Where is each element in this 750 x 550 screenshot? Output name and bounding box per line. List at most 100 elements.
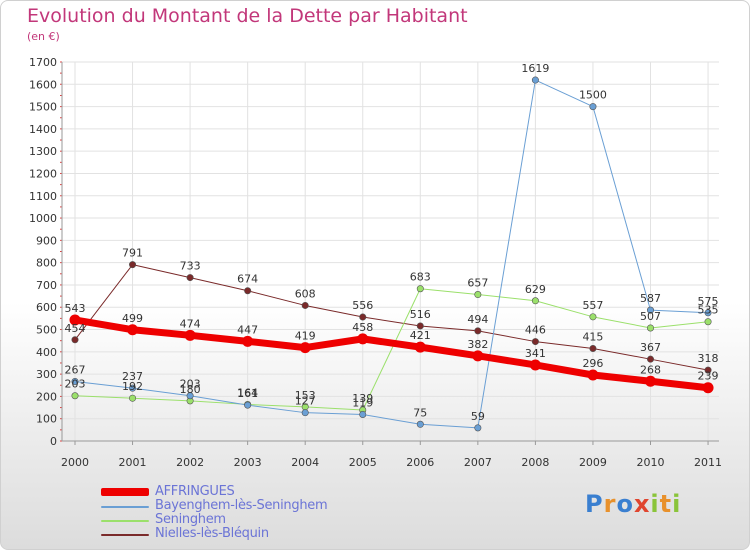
y-tick-label: 500 xyxy=(36,324,57,337)
logo-letter: i xyxy=(650,490,660,518)
data-point xyxy=(472,350,484,362)
data-point xyxy=(529,359,541,371)
x-tick-label: 2011 xyxy=(694,456,722,469)
legend-label: Seninghem xyxy=(155,512,226,527)
data-point xyxy=(646,324,654,332)
series-line xyxy=(74,264,709,371)
data-point xyxy=(474,424,482,432)
data-point xyxy=(531,297,539,305)
data-point xyxy=(416,285,424,293)
data-point xyxy=(589,313,597,321)
data-label: 180 xyxy=(180,383,201,396)
data-label: 446 xyxy=(525,324,546,337)
data-label: 608 xyxy=(295,287,316,300)
y-tick-label: 1300 xyxy=(29,145,57,158)
data-label: 119 xyxy=(352,396,373,409)
chart-title: Evolution du Montant de la Dette par Hab… xyxy=(27,5,468,27)
data-label: 382 xyxy=(467,338,488,351)
logo-letter: x xyxy=(633,490,651,518)
x-tick-label: 2001 xyxy=(119,456,147,469)
data-label: 59 xyxy=(471,410,485,423)
logo-letter: P xyxy=(585,490,604,518)
chart-subtitle: (en €) xyxy=(27,30,60,43)
y-tick-label: 800 xyxy=(36,257,57,270)
data-label: 203 xyxy=(180,378,201,391)
data-label: 543 xyxy=(65,302,86,315)
data-label: 535 xyxy=(698,304,719,317)
y-tick-label: 0 xyxy=(50,435,57,448)
data-label: 629 xyxy=(525,283,546,296)
y-tick-label: 1000 xyxy=(29,212,57,225)
data-point xyxy=(414,341,426,353)
data-point xyxy=(531,338,539,346)
data-label: 683 xyxy=(410,271,431,284)
y-tick-label: 600 xyxy=(36,301,57,314)
data-label: 447 xyxy=(237,323,258,336)
data-point xyxy=(416,322,424,330)
data-label: 575 xyxy=(698,295,719,308)
data-point xyxy=(474,327,482,335)
logo-letter: t xyxy=(659,490,673,518)
data-point xyxy=(69,314,81,326)
data-point xyxy=(242,335,254,347)
data-point xyxy=(301,409,309,417)
data-label: 139 xyxy=(352,392,373,405)
data-point xyxy=(71,392,79,400)
data-point xyxy=(704,318,712,326)
data-label: 267 xyxy=(65,363,86,376)
data-label: 587 xyxy=(640,292,661,305)
data-label: 153 xyxy=(295,389,316,402)
data-label: 507 xyxy=(640,310,661,323)
data-point xyxy=(71,377,79,385)
data-label: 421 xyxy=(410,329,431,342)
proxiti-logo: Proxiti xyxy=(585,490,681,518)
y-tick-label: 1400 xyxy=(29,123,57,136)
data-label: 458 xyxy=(352,321,373,334)
legend-label: AFFRINGUES xyxy=(155,484,235,499)
data-label: 203 xyxy=(65,378,86,391)
y-tick-label: 1500 xyxy=(29,101,57,114)
legend-swatch xyxy=(101,488,149,496)
data-point xyxy=(589,344,597,352)
data-point xyxy=(704,366,712,374)
data-label: 1619 xyxy=(521,62,549,75)
data-label: 1500 xyxy=(579,89,607,102)
y-tick-label: 700 xyxy=(36,279,57,292)
data-point xyxy=(645,375,656,387)
data-label: 192 xyxy=(122,380,143,393)
data-point xyxy=(702,382,714,394)
legend-swatch xyxy=(101,520,149,522)
data-point xyxy=(244,401,252,409)
data-point xyxy=(71,336,79,344)
data-point xyxy=(587,369,599,381)
data-label: 557 xyxy=(582,299,603,312)
data-point xyxy=(359,410,367,418)
data-point xyxy=(129,384,137,392)
data-point xyxy=(646,355,654,363)
data-label: 474 xyxy=(180,317,201,330)
data-point xyxy=(646,306,654,314)
data-label: 415 xyxy=(582,330,603,343)
y-tick-label: 300 xyxy=(36,368,57,381)
data-point xyxy=(416,420,424,428)
data-point xyxy=(129,261,137,269)
data-label: 161 xyxy=(237,387,258,400)
data-label: 268 xyxy=(640,363,661,376)
logo-letter: i xyxy=(672,490,682,518)
x-tick-label: 2006 xyxy=(406,456,434,469)
data-label: 318 xyxy=(698,352,719,365)
x-tick-label: 2005 xyxy=(349,456,377,469)
y-tick-label: 900 xyxy=(36,234,57,247)
y-tick-label: 1700 xyxy=(29,56,57,69)
data-label: 367 xyxy=(640,341,661,354)
data-label: 516 xyxy=(410,308,431,321)
legend-swatch xyxy=(101,534,149,536)
x-tick-label: 2002 xyxy=(176,456,204,469)
data-point xyxy=(704,309,712,317)
data-point xyxy=(589,103,597,111)
series-line xyxy=(74,288,709,411)
data-label: 239 xyxy=(698,370,719,383)
logo-letter: r xyxy=(603,490,617,518)
